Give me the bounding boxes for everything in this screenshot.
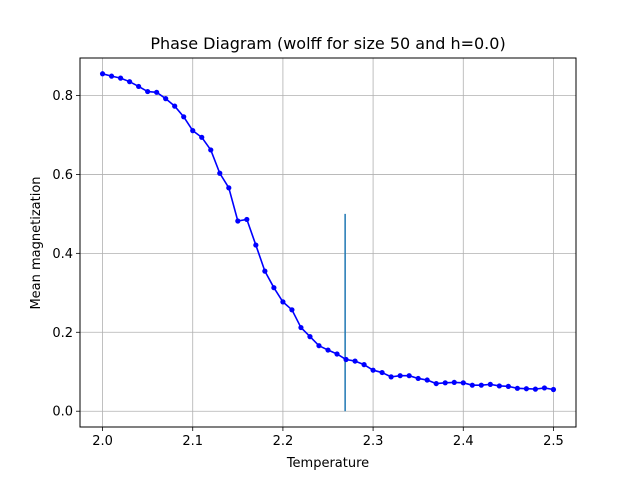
x-tick-label: 2.3 [363, 434, 384, 449]
data-point [108, 73, 115, 79]
data-point [298, 324, 304, 331]
data-point [280, 299, 286, 305]
data-point [325, 347, 331, 353]
y-tick-label: 0.6 [52, 168, 73, 183]
data-point [289, 307, 295, 313]
y-axis-label: Mean magnetization [29, 176, 44, 309]
y-tick-label: 0.2 [52, 326, 73, 341]
data-point [307, 334, 313, 340]
x-tick-label: 2.2 [273, 434, 294, 449]
data-point [235, 218, 241, 224]
data-point [541, 385, 548, 391]
data-point [127, 79, 133, 85]
y-tick-label: 0.0 [52, 405, 73, 420]
x-tick-label: 2.0 [92, 434, 113, 449]
data-point [505, 383, 511, 389]
data-point [217, 170, 223, 176]
y-tick-label: 0.8 [52, 89, 73, 104]
series-line [102, 73, 554, 391]
data-point [145, 88, 151, 95]
series-layer [99, 71, 557, 393]
data-point [253, 242, 259, 248]
data-point [352, 358, 358, 364]
data-point [334, 351, 340, 357]
y-tick-label: 0.4 [52, 247, 73, 262]
data-point [343, 356, 349, 363]
data-point [550, 386, 557, 393]
data-point [469, 382, 475, 388]
data-point [181, 114, 187, 120]
y-axis-ticks: 0.0 0.2 0.4 0.6 0.8 [52, 89, 80, 420]
data-point [424, 377, 430, 383]
x-axis-ticks: 2.0 2.1 2.2 2.3 2.4 2.5 [92, 427, 564, 449]
chart-title: Phase Diagram (wolff for size 50 and h=0… [150, 34, 505, 53]
x-tick-label: 2.5 [543, 434, 564, 449]
x-tick-label: 2.1 [182, 434, 203, 449]
data-point [316, 343, 322, 349]
data-point [406, 373, 412, 379]
data-point [154, 89, 160, 95]
data-point [117, 75, 124, 81]
x-tick-label: 2.4 [453, 434, 474, 449]
data-point [532, 386, 539, 392]
data-point [523, 386, 530, 392]
data-point [496, 383, 502, 389]
data-point [370, 367, 376, 373]
data-point [190, 128, 196, 134]
x-axis-label: Temperature [286, 456, 369, 471]
plot-frame [79, 57, 577, 428]
data-point [226, 185, 232, 191]
data-point [163, 96, 169, 102]
data-point [379, 369, 385, 376]
data-point [487, 381, 493, 387]
data-point [514, 385, 520, 391]
data-point [460, 380, 466, 386]
data-point [397, 373, 403, 379]
data-point [433, 380, 439, 387]
data-point [244, 216, 250, 223]
data-point [388, 374, 394, 380]
data-point [262, 268, 268, 274]
data-point [442, 380, 448, 386]
data-point [136, 83, 142, 90]
data-point [415, 375, 421, 382]
data-point [271, 285, 277, 291]
data-point [199, 134, 205, 140]
data-point [208, 147, 214, 153]
data-point [478, 382, 484, 388]
data-point [99, 71, 106, 77]
data-point [361, 362, 367, 368]
data-point [172, 103, 178, 109]
data-point [451, 379, 457, 386]
grid-lines [80, 58, 576, 427]
